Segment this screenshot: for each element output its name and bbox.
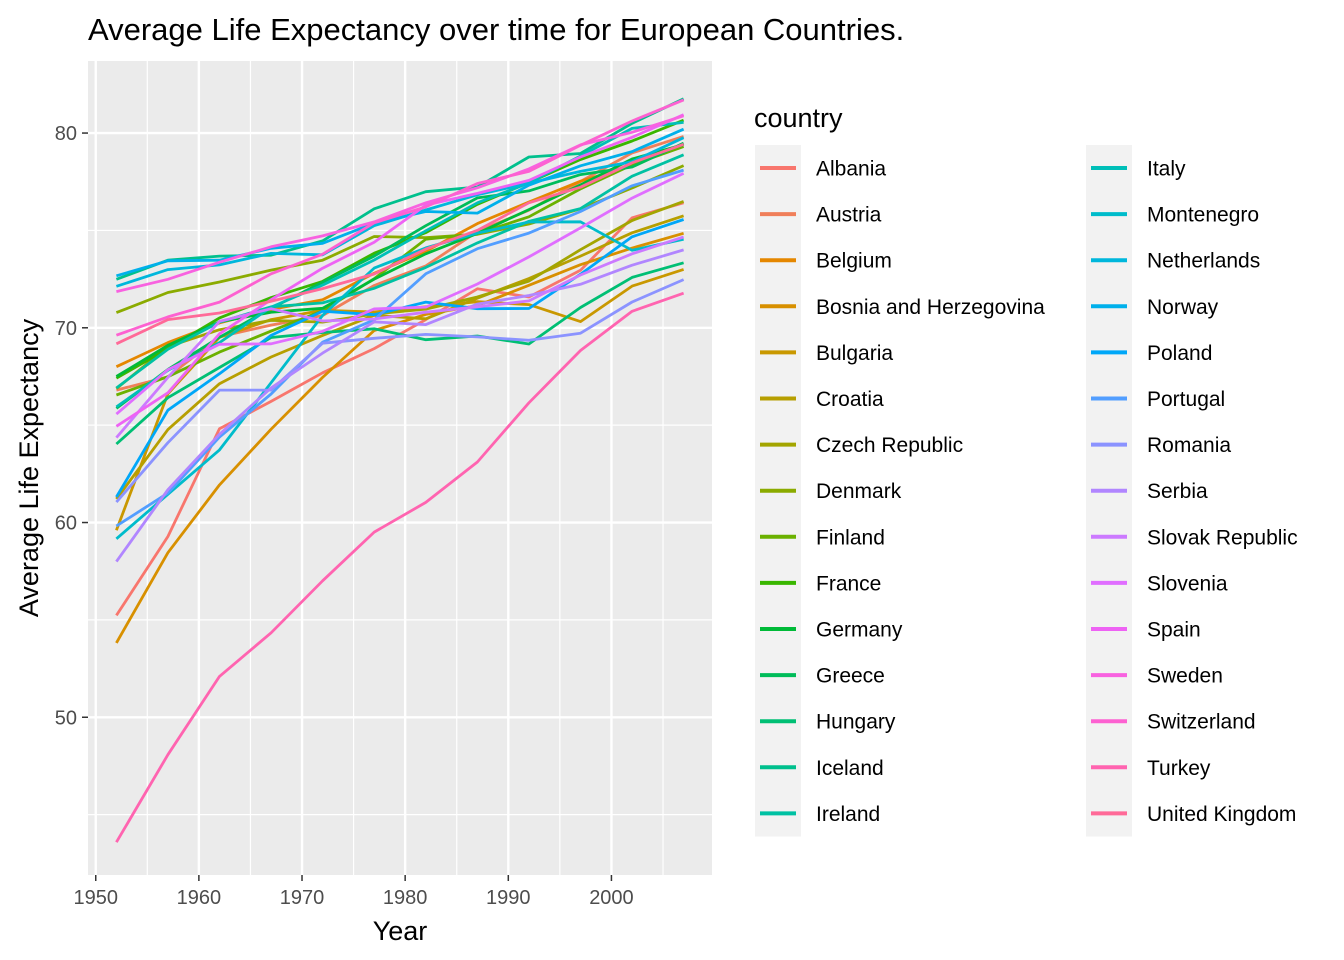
series-line — [115, 235, 685, 439]
legend-label: Sweden — [1147, 665, 1223, 688]
legend-label: Switzerland — [1147, 711, 1256, 734]
chart-title: Average Life Expectancy over time for Eu… — [88, 12, 904, 47]
y-tick-label: 60 — [55, 513, 77, 535]
y-axis-title: Average Life Expectancy — [14, 318, 44, 617]
x-tick-label: 1950 — [73, 887, 118, 909]
legend-label: Slovak Republic — [1147, 526, 1298, 549]
legend-label: Czech Republic — [816, 434, 963, 457]
plot-panel — [88, 61, 712, 875]
legend-label: Greece — [816, 665, 885, 688]
series-line — [115, 113, 685, 428]
x-tick-label: 1960 — [177, 887, 222, 909]
series-line — [115, 261, 684, 446]
legend-label: Italy — [1147, 158, 1186, 181]
series-line — [115, 168, 685, 528]
series-line — [115, 248, 684, 563]
legend-label: Bosnia and Herzegovina — [816, 296, 1045, 319]
x-tick-label: 1970 — [280, 887, 325, 909]
legend-label: Hungary — [816, 711, 896, 734]
series-line — [115, 220, 684, 540]
y-tick-label: 50 — [55, 707, 77, 729]
x-tick-label: 1980 — [383, 887, 428, 909]
legend-label: Norway — [1147, 296, 1219, 319]
series-line — [116, 114, 685, 293]
legend-title: country — [754, 103, 843, 133]
legend-label: Belgium — [816, 250, 892, 273]
legend-label: Romania — [1147, 434, 1231, 457]
series-line — [115, 214, 685, 500]
x-axis-title: Year — [373, 916, 428, 946]
y-tick-label: 80 — [55, 123, 77, 145]
legend: Albania Austria Belgium Bosnia and Herzegov… — [755, 145, 1298, 837]
x-tick-label: 2000 — [589, 887, 634, 909]
series-line — [115, 142, 685, 346]
legend-label: Poland — [1147, 342, 1212, 365]
series-line — [116, 127, 685, 278]
series-line — [115, 172, 685, 416]
legend-label: Turkey — [1147, 757, 1211, 780]
legend-label: United Kingdom — [1147, 803, 1296, 826]
series-line — [115, 164, 685, 314]
legend-label: Albania — [816, 158, 886, 181]
series-line — [115, 291, 685, 843]
x-axis: 1950 1960 1970 1980 1990 2000 — [73, 875, 634, 909]
y-tick-label: 70 — [55, 318, 77, 340]
legend-label: Bulgaria — [816, 342, 893, 365]
legend-label: Montenegro — [1147, 204, 1259, 227]
legend-label: France — [816, 572, 881, 595]
legend-label: Slovenia — [1147, 572, 1228, 595]
legend-label: Serbia — [1147, 480, 1208, 503]
legend-label: Denmark — [816, 480, 902, 503]
y-axis: 50 60 70 80 — [55, 123, 88, 729]
series-line — [115, 278, 685, 504]
legend-label: Germany — [816, 619, 903, 642]
series-line — [115, 118, 685, 380]
series-lines — [115, 97, 685, 843]
legend-label: Spain — [1147, 619, 1201, 642]
legend-label: Netherlands — [1147, 250, 1260, 273]
series-line — [115, 98, 685, 337]
legend-label: Austria — [816, 204, 882, 227]
legend-label: Ireland — [816, 803, 880, 826]
x-tick-label: 1990 — [486, 887, 531, 909]
legend-label: Portugal — [1147, 388, 1225, 411]
series-line — [115, 97, 685, 281]
legend-label: Croatia — [816, 388, 884, 411]
legend-label: Iceland — [816, 757, 884, 780]
series-line — [115, 153, 685, 390]
legend-label: Finland — [816, 526, 885, 549]
